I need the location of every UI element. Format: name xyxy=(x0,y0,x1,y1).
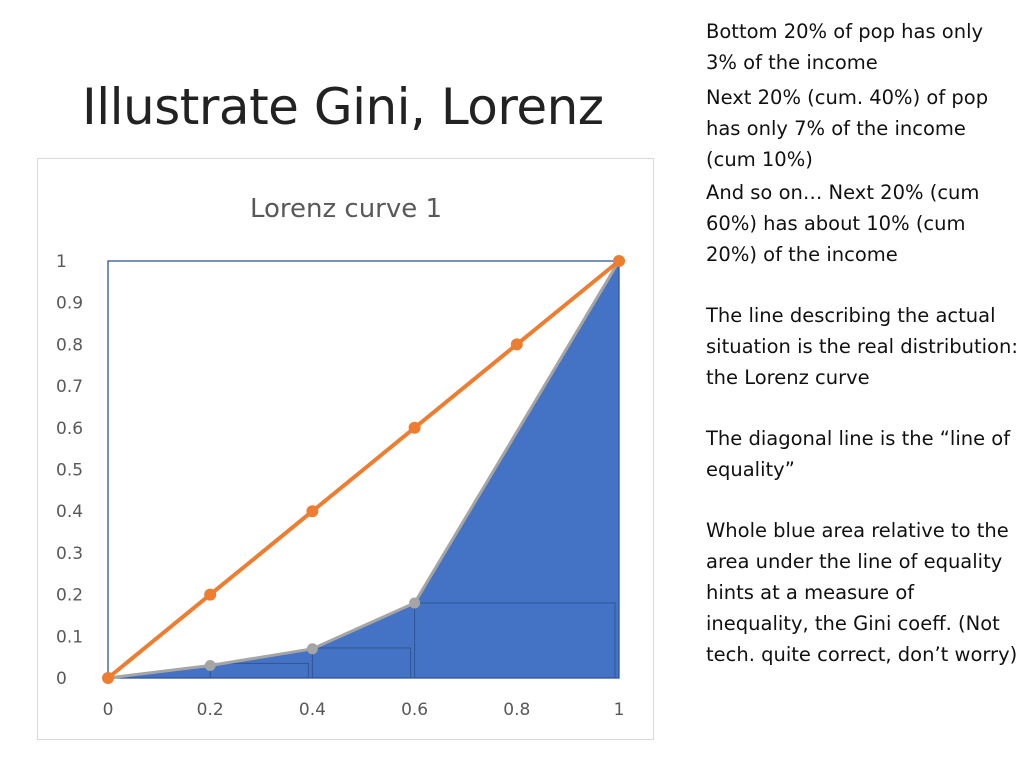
y-tick-label-0: 0 xyxy=(56,669,67,689)
lorenz-area-fill xyxy=(108,261,619,678)
note-line-of-equality: The diagonal line is the “line of equali… xyxy=(706,427,1011,481)
equality-point-4 xyxy=(510,338,523,351)
note-bottom-20: Bottom 20% of pop has only 3% of the inc… xyxy=(706,20,984,74)
x-tick-label-1: 0.2 xyxy=(197,700,224,720)
explanation-notes: Bottom 20% of pop has only 3% of the inc… xyxy=(706,16,1020,670)
x-tick-label-2: 0.4 xyxy=(299,700,326,720)
y-tick-label-5: 0.5 xyxy=(56,461,83,481)
equality-point-0 xyxy=(102,672,114,684)
x-tick-label-5: 1 xyxy=(614,700,625,720)
x-tick-label-4: 0.8 xyxy=(503,700,530,720)
y-tick-label-4: 0.4 xyxy=(56,502,83,522)
chart-title: Lorenz curve 1 xyxy=(250,194,442,224)
y-tick-label-7: 0.7 xyxy=(56,377,83,397)
note-gini-coefficient: Whole blue area relative to the area und… xyxy=(706,519,1018,666)
lorenz-point-2 xyxy=(306,643,318,655)
note-and-so-on: And so on… Next 20% (cum 60%) has about … xyxy=(706,181,980,266)
y-tick-label-3: 0.3 xyxy=(56,544,83,564)
lorenz-chart-svg: Lorenz curve 1 0 0.1 0.2 0.3 0.4 0.5 0.6 0.7 0.8… xyxy=(56,194,625,720)
y-tick-label-1: 0.1 xyxy=(56,627,83,647)
x-tick-label-0: 0 xyxy=(103,700,114,720)
y-tick-label-2: 0.2 xyxy=(56,586,83,606)
lorenz-point-1 xyxy=(204,659,216,671)
slide-title: Illustrate Gini, Lorenz xyxy=(82,78,604,136)
equality-point-5 xyxy=(613,255,625,267)
y-tick-label-10: 1 xyxy=(56,252,67,272)
y-tick-label-9: 0.9 xyxy=(56,294,83,314)
plot-area-border xyxy=(107,260,620,679)
lorenz-chart: Lorenz curve 1 0 0.1 0.2 0.3 0.4 0.5 0.6 0.7 0.8… xyxy=(37,158,654,740)
y-tick-label-8: 0.8 xyxy=(56,335,83,355)
equality-point-3 xyxy=(408,421,421,434)
equality-line xyxy=(106,259,621,680)
note-next-20: Next 20% (cum. 40%) of pop has only 7% o… xyxy=(706,86,989,171)
y-tick-label-6: 0.6 xyxy=(56,419,83,439)
x-tick-label-3: 0.6 xyxy=(401,700,428,720)
note-lorenz-curve: The line describing the actual situation… xyxy=(706,304,1018,389)
lorenz-point-3 xyxy=(409,597,421,609)
equality-point-2 xyxy=(306,505,319,518)
equality-point-1 xyxy=(204,588,217,601)
